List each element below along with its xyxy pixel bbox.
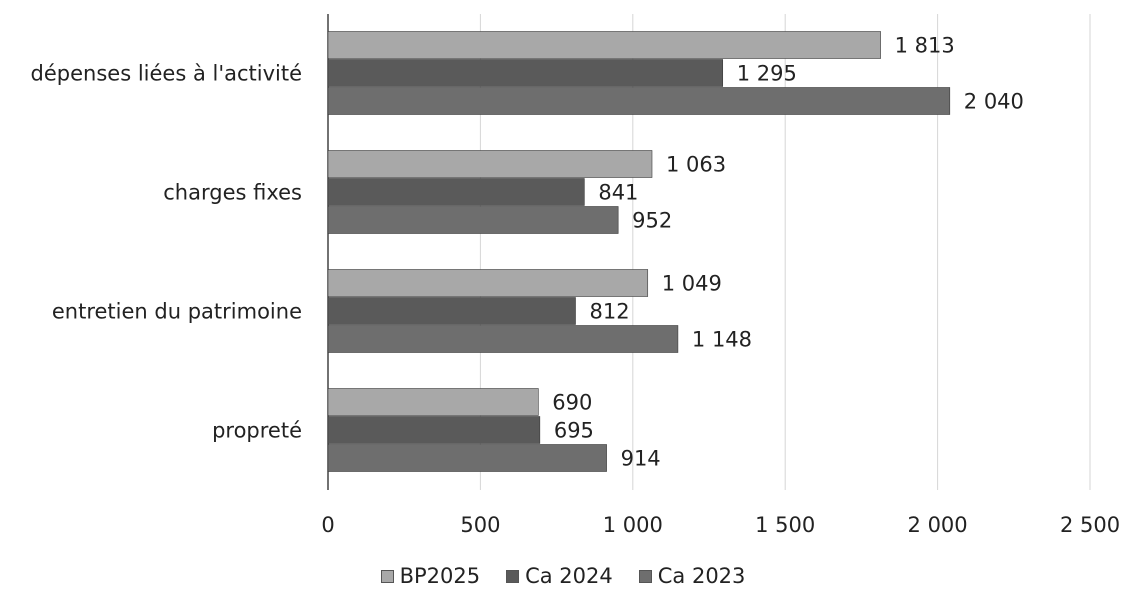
bar — [327, 297, 576, 325]
category-label: charges fixes — [163, 181, 302, 205]
legend-item: BP2025 — [380, 564, 481, 588]
x-tick-label: 1 500 — [755, 513, 815, 537]
bar — [327, 444, 607, 472]
data-label: 695 — [554, 419, 594, 443]
x-tick-label: 2 500 — [1060, 513, 1120, 537]
data-label: 1 049 — [662, 272, 722, 296]
legend-swatch — [506, 569, 520, 583]
bar — [327, 416, 541, 444]
data-label: 1 063 — [666, 153, 726, 177]
category-label: dépenses liées à l'activité — [31, 62, 302, 86]
data-label: 1 295 — [737, 62, 797, 86]
bar — [327, 87, 951, 115]
data-label: 1 148 — [692, 328, 752, 352]
x-tick-label: 2 000 — [908, 513, 968, 537]
bar-chart: 0 500 1 000 1 500 2 000 2 500 dépenses liées à… — [31, 14, 1120, 537]
x-tick-label: 500 — [460, 513, 500, 537]
legend-item: Ca 2023 — [638, 564, 746, 588]
x-tick-label: 1 000 — [603, 513, 663, 537]
legend-label: Ca 2024 — [525, 564, 613, 588]
legend-item: Ca 2024 — [506, 564, 613, 588]
legend: BP2025 Ca 2024 Ca 2023 — [0, 558, 1126, 594]
legend-swatch — [380, 569, 394, 583]
bar — [327, 388, 539, 416]
bar — [327, 31, 881, 59]
legend-label: BP2025 — [399, 564, 481, 588]
data-label: 1 813 — [895, 34, 955, 58]
data-label: 952 — [632, 209, 672, 233]
bar — [327, 178, 585, 206]
bar — [327, 150, 653, 178]
data-label: 812 — [589, 300, 629, 324]
bar — [327, 206, 619, 234]
data-label: 2 040 — [964, 90, 1024, 114]
x-tick-label: 0 — [321, 513, 334, 537]
bar — [327, 59, 724, 87]
data-label: 690 — [552, 391, 592, 415]
legend-label: Ca 2023 — [657, 564, 746, 588]
data-label: 914 — [621, 447, 661, 471]
category-label: propreté — [212, 419, 302, 443]
data-label: 841 — [598, 181, 638, 205]
legend-swatch — [638, 569, 652, 583]
bar — [327, 325, 679, 353]
bar — [327, 269, 649, 297]
category-label: entretien du patrimoine — [52, 300, 302, 324]
